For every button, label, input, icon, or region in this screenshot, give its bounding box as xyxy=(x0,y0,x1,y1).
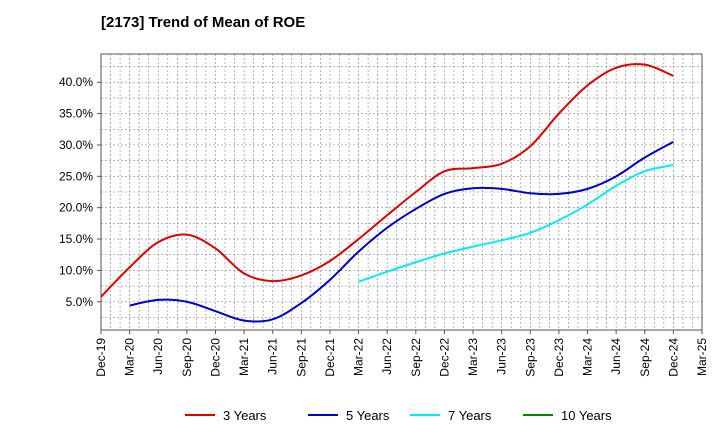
y-tick-label-0: 5.0% xyxy=(66,295,94,309)
x-tick-label-19: Sep-24 xyxy=(638,338,652,377)
series-line-5-years xyxy=(129,140,674,323)
x-tick-label-15: Sep-23 xyxy=(523,338,537,377)
x-tick-label-9: Mar-22 xyxy=(352,338,366,376)
legend-label-5-years: 5 Years xyxy=(346,408,390,423)
x-tick-label-16: Dec-23 xyxy=(552,338,566,377)
x-tick-label-8: Dec-21 xyxy=(323,338,337,377)
y-tick-label-3: 20.0% xyxy=(59,201,93,215)
series-line-7-years xyxy=(358,164,674,283)
x-tick-label-7: Sep-21 xyxy=(294,338,308,377)
x-tick-label-18: Jun-24 xyxy=(609,338,623,375)
legend-label-10-years: 10 Years xyxy=(561,408,612,423)
chart-title: [2173] Trend of Mean of ROE xyxy=(101,14,305,31)
x-tick-label-17: Mar-24 xyxy=(581,338,595,376)
legend-label-3-years: 3 Years xyxy=(223,408,267,423)
x-tick-label-20: Dec-24 xyxy=(666,338,680,377)
x-tick-label-21: Mar-25 xyxy=(695,338,709,376)
x-tick-label-14: Jun-23 xyxy=(495,338,509,375)
x-tick-label-4: Dec-20 xyxy=(208,338,222,377)
legend-label-7-years: 7 Years xyxy=(448,408,492,423)
x-tick-label-13: Mar-23 xyxy=(466,338,480,376)
x-tick-label-0: Dec-19 xyxy=(94,338,108,377)
y-tick-label-6: 35.0% xyxy=(59,107,93,121)
y-tick-label-1: 10.0% xyxy=(59,263,93,277)
x-tick-label-12: Dec-22 xyxy=(437,338,451,377)
series-line-3-years xyxy=(100,63,674,298)
y-tick-label-7: 40.0% xyxy=(59,75,93,89)
x-tick-label-5: Mar-21 xyxy=(237,338,251,376)
legend: 3 Years 5 Years 7 Years 10 Years xyxy=(185,408,612,423)
x-tick-label-6: Jun-21 xyxy=(266,338,280,375)
y-tick-label-2: 15.0% xyxy=(59,232,93,246)
plot-frame xyxy=(100,53,703,331)
plot-area: 5.0% 10.0% 15.0% 20.0% 25.0% 30.0% 35.0% 40.0% D… xyxy=(59,53,709,377)
x-tick-label-1: Mar-20 xyxy=(123,338,137,376)
y-tick-label-4: 25.0% xyxy=(59,169,93,183)
x-tick-label-10: Jun-22 xyxy=(380,338,394,375)
y-tick-label-5: 30.0% xyxy=(59,138,93,152)
x-tick-label-2: Jun-20 xyxy=(151,338,165,375)
x-tick-label-3: Sep-20 xyxy=(180,338,194,377)
x-tick-label-11: Sep-22 xyxy=(409,338,423,377)
